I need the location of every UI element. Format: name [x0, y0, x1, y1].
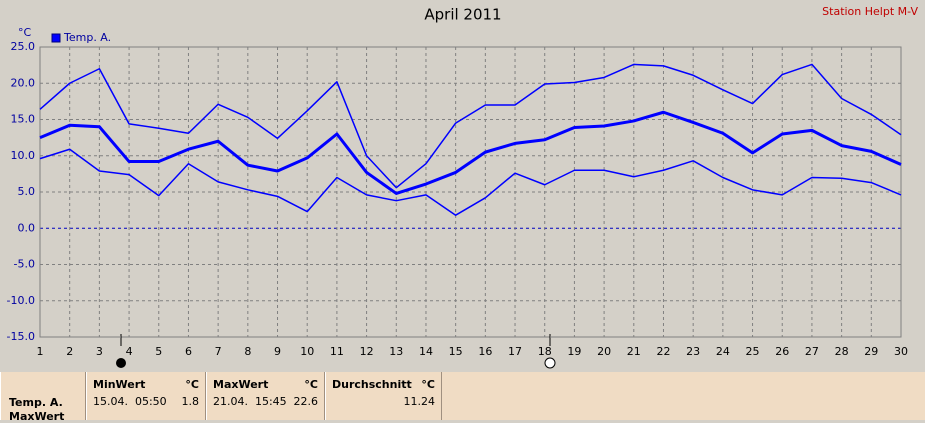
legend-label: Temp. A.	[63, 31, 111, 44]
summary-cell: MinWert °C 15.04. 05:50 1.8	[86, 372, 206, 420]
series-line	[39, 110, 902, 195]
x-tick-label: 27	[805, 345, 819, 358]
y-tick-label: 10.0	[11, 149, 36, 162]
time-value: 15.04. 05:50	[93, 395, 167, 408]
x-tick-label: 13	[389, 345, 403, 358]
x-tick-label: 22	[656, 345, 670, 358]
y-tick-label: -15.0	[7, 330, 35, 343]
y-tick-label: 0.0	[18, 221, 36, 234]
summary-table: Temp. A. MaxWert MinWert °C 15.04. 05:50 1.…	[0, 372, 925, 423]
x-tick-label: 2	[66, 345, 73, 358]
row-label: Temp. A.	[9, 396, 63, 409]
x-tick-label: 7	[215, 345, 222, 358]
x-tick-label: 30	[894, 345, 908, 358]
x-tick-label: 18	[538, 345, 552, 358]
y-unit: °C	[18, 26, 32, 39]
y-tick-label: 5.0	[18, 185, 36, 198]
x-tick-label: 14	[419, 345, 433, 358]
column-unit: °C	[185, 378, 199, 391]
summary-cell: Durchschnitt °C 11.24	[325, 372, 442, 420]
min-marker	[116, 358, 126, 368]
legend-swatch	[51, 33, 61, 43]
chart-title: April 2011	[424, 6, 501, 24]
x-tick-label: 15	[449, 345, 463, 358]
x-tick-label: 8	[244, 345, 251, 358]
x-tick-label: 3	[96, 345, 103, 358]
y-tick-label: -5.0	[14, 258, 35, 271]
x-tick-label: 5	[155, 345, 162, 358]
x-tick-label: 21	[627, 345, 641, 358]
column-unit: °C	[304, 378, 318, 391]
x-tick-label: 25	[746, 345, 760, 358]
y-tick-label: 20.0	[11, 76, 36, 89]
x-tick-label: 10	[300, 345, 314, 358]
y-tick-label: -10.0	[7, 294, 35, 307]
column-header: Durchschnitt	[332, 378, 412, 391]
column-header: MaxWert	[213, 378, 269, 391]
cell-value: 11.24	[403, 395, 436, 408]
series-line	[39, 148, 902, 216]
plot-frame	[39, 46, 902, 338]
x-tick-label: 26	[775, 345, 789, 358]
station-label: Station Helpt M-V	[822, 5, 918, 18]
x-tick-label: 4	[126, 345, 133, 358]
row-label: MaxWert	[9, 410, 65, 423]
x-tick-label: 20	[597, 345, 611, 358]
x-tick-label: 16	[478, 345, 492, 358]
summary-cell: MaxWert °C 21.04. 15:45 22.6	[206, 372, 325, 420]
y-tick-label: 25.0	[11, 40, 36, 53]
x-tick-label: 12	[360, 345, 374, 358]
x-tick-label: 6	[185, 345, 192, 358]
x-tick-label: 11	[330, 345, 344, 358]
x-tick-label: 19	[567, 345, 581, 358]
y-tick-label: 15.0	[11, 113, 36, 126]
column-unit: °C	[421, 378, 435, 391]
cell-value: 22.6	[293, 395, 319, 408]
x-tick-label: 29	[864, 345, 878, 358]
cell-value: 1.8	[181, 395, 200, 408]
time-value: 21.04. 15:45	[213, 395, 287, 408]
max-marker	[544, 357, 556, 369]
x-tick-label: 1	[37, 345, 44, 358]
x-tick-label: 23	[686, 345, 700, 358]
chart: April 2011 Station Helpt M-V °C Temp. A.…	[7, 5, 918, 369]
x-tick-label: 24	[716, 345, 730, 358]
row-label-cell: Temp. A. MaxWert	[0, 372, 86, 423]
x-tick-label: 28	[835, 345, 849, 358]
series-line	[39, 63, 902, 189]
x-tick-label: 17	[508, 345, 522, 358]
x-tick-label: 9	[274, 345, 281, 358]
column-header: MinWert	[93, 378, 146, 391]
